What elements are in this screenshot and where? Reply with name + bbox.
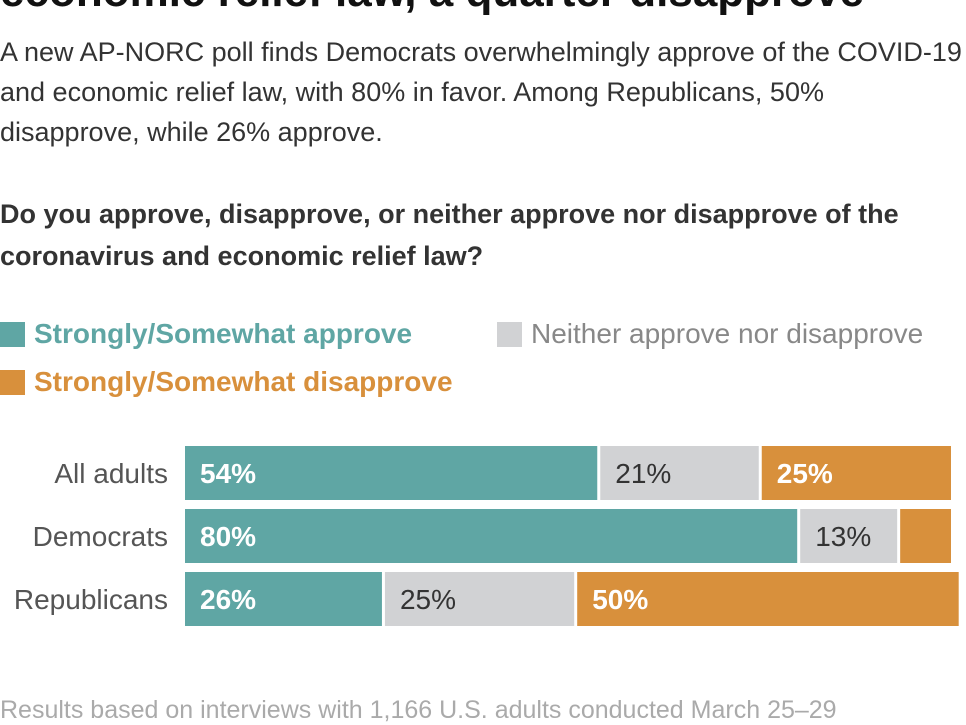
bar-segment-disapprove — [577, 572, 959, 626]
bar-segment-neither — [800, 509, 898, 563]
data-label-disapprove: 25% — [777, 458, 833, 489]
legend-label-approve: Strongly/Somewhat approve — [34, 318, 413, 349]
bar-segment-approve — [185, 446, 598, 500]
stacked-bar-chart: All adults 54% 21% 25% Democrats 80% 13% Republ… — [14, 446, 959, 626]
category-label: Democrats — [33, 521, 168, 552]
data-label-disapprove: 50% — [592, 584, 648, 615]
data-label-approve: 26% — [200, 584, 256, 615]
legend-item-approve: Strongly/Somewhat approve — [0, 318, 412, 350]
bar-segment-neither — [384, 572, 575, 626]
legend-swatch-approve — [0, 321, 25, 347]
survey-question: Do you approve, disapprove, or neither a… — [0, 199, 899, 271]
bar-segment-approve — [185, 572, 382, 626]
data-label-neither: 13% — [815, 521, 871, 552]
legend-swatch-disapprove — [0, 369, 25, 395]
legend-item-disapprove: Strongly/Somewhat disapprove — [0, 366, 453, 398]
legend-item-neither: Neither approve nor disapprove — [497, 318, 923, 350]
category-label: All adults — [54, 458, 168, 489]
legend-label-neither: Neither approve nor disapprove — [531, 318, 924, 349]
dek-text: A new AP-NORC poll finds Democrats overw… — [0, 37, 962, 147]
footnote: Results based on interviews with 1,166 U… — [0, 696, 837, 724]
data-label-neither: 21% — [615, 458, 671, 489]
bar-segment-disapprove — [900, 509, 951, 563]
headline: economic relief law, a quarter disapprov… — [0, 0, 966, 18]
bar-segment-disapprove — [761, 446, 951, 500]
data-label-neither: 25% — [400, 584, 456, 615]
bar-segment-neither — [600, 446, 759, 500]
data-label-approve: 80% — [200, 521, 256, 552]
legend-label-disapprove: Strongly/Somewhat disapprove — [34, 366, 453, 397]
category-label: Republicans — [14, 584, 168, 615]
legend-swatch-neither — [497, 321, 522, 347]
data-label-approve: 54% — [200, 458, 256, 489]
bar-segment-approve — [185, 509, 798, 563]
